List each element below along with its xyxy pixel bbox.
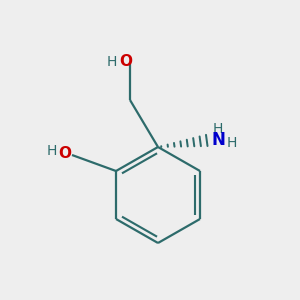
Text: H: H — [227, 136, 237, 150]
Text: H: H — [107, 55, 117, 69]
Text: O: O — [119, 55, 133, 70]
Text: N: N — [211, 131, 225, 149]
Text: O: O — [58, 146, 71, 160]
Text: H: H — [47, 144, 57, 158]
Text: H: H — [213, 122, 223, 136]
